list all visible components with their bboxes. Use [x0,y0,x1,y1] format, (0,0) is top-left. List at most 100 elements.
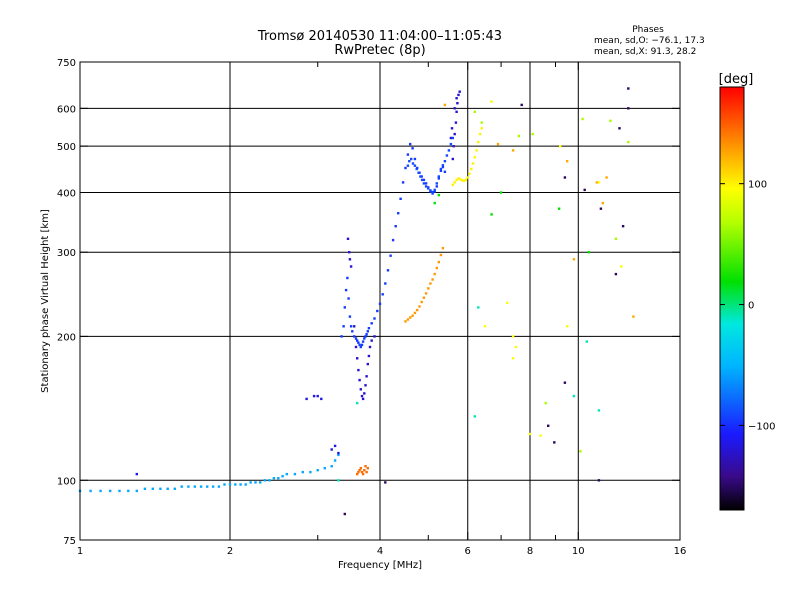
data-point [360,470,364,474]
x-axis-label: Frequency [MHz] [338,560,422,571]
data-point [378,302,382,305]
data-point [361,472,365,476]
data-point [427,187,430,190]
data-point [547,424,550,427]
y-axis-label: Stationary phase Virtual Height [km] [40,209,51,393]
data-point [333,459,337,462]
data-point [455,178,458,182]
data-point [344,288,348,292]
data-point [373,335,376,338]
data-point [360,394,364,398]
data-point [413,164,417,167]
data-point [480,127,483,130]
x-tick-label: 1 [77,546,83,557]
data-point [211,485,215,488]
data-point [359,467,362,470]
data-point [424,185,428,188]
data-point [420,300,423,304]
data-point [109,489,112,493]
data-point [433,272,436,276]
data-point [572,394,576,398]
x-tick-label: 6 [465,546,471,557]
data-point [627,140,630,144]
data-point [358,343,361,347]
data-point [143,487,147,490]
data-point [477,140,480,144]
data-point [394,225,397,228]
x-tick-label: 8 [527,546,533,557]
data-point [337,453,340,457]
data-point [435,266,438,270]
data-point [320,397,323,401]
data-point [228,483,232,486]
data-point [443,170,447,173]
data-point [263,479,267,482]
data-point [618,127,621,130]
data-point [453,181,456,184]
data-point [348,315,352,318]
data-point [347,297,350,300]
y-tick-label: 600 [57,104,76,115]
stats-o-line: mean, sd,O: −76.1, 17.3 [594,36,705,46]
data-point [397,212,400,215]
data-point [599,207,603,210]
data-point [187,485,190,488]
data-point [566,160,569,163]
data-point [312,394,316,398]
data-point [217,485,221,488]
data-point [435,182,438,185]
data-point [135,472,138,476]
data-point [422,296,426,299]
colorbar [719,86,745,511]
data-point [514,345,518,349]
data-point [461,179,464,182]
chart-title: Tromsø 20140530 11:04:00–11:05:43 [257,29,502,44]
data-point [363,392,366,395]
data-point [348,251,351,254]
data-point [354,345,358,349]
data-point [457,93,460,97]
data-point [455,110,458,113]
data-point [439,167,443,171]
data-point [366,330,369,333]
data-point [557,207,561,210]
data-point [499,191,503,194]
data-point [406,164,410,167]
data-point [135,489,138,493]
data-point [447,149,451,152]
data-point [511,335,515,338]
y-tick-label: 400 [57,188,76,199]
data-point [420,178,424,182]
data-point [462,179,466,183]
data-point [330,448,333,451]
data-point [473,156,476,159]
data-point [445,154,449,157]
data-point [268,479,271,482]
data-point [441,164,445,167]
data-point [473,415,476,418]
data-point [466,176,469,179]
x-tick-label: 16 [674,546,687,557]
data-point [349,325,353,328]
data-point [559,145,562,148]
data-point [583,188,586,192]
data-point [520,103,523,107]
data-point [301,470,304,474]
data-point [159,487,162,490]
data-point [361,340,365,343]
data-point [89,489,92,493]
data-point [316,469,319,472]
data-point [408,160,411,163]
data-point [621,225,625,228]
data-point [285,472,288,476]
data-point [431,192,434,195]
data-point [431,190,434,194]
data-point [433,201,436,205]
data-point [346,237,350,240]
data-point [365,375,368,378]
data-point [424,292,428,295]
data-point [429,282,432,285]
data-point [437,177,440,180]
data-point [632,315,635,318]
